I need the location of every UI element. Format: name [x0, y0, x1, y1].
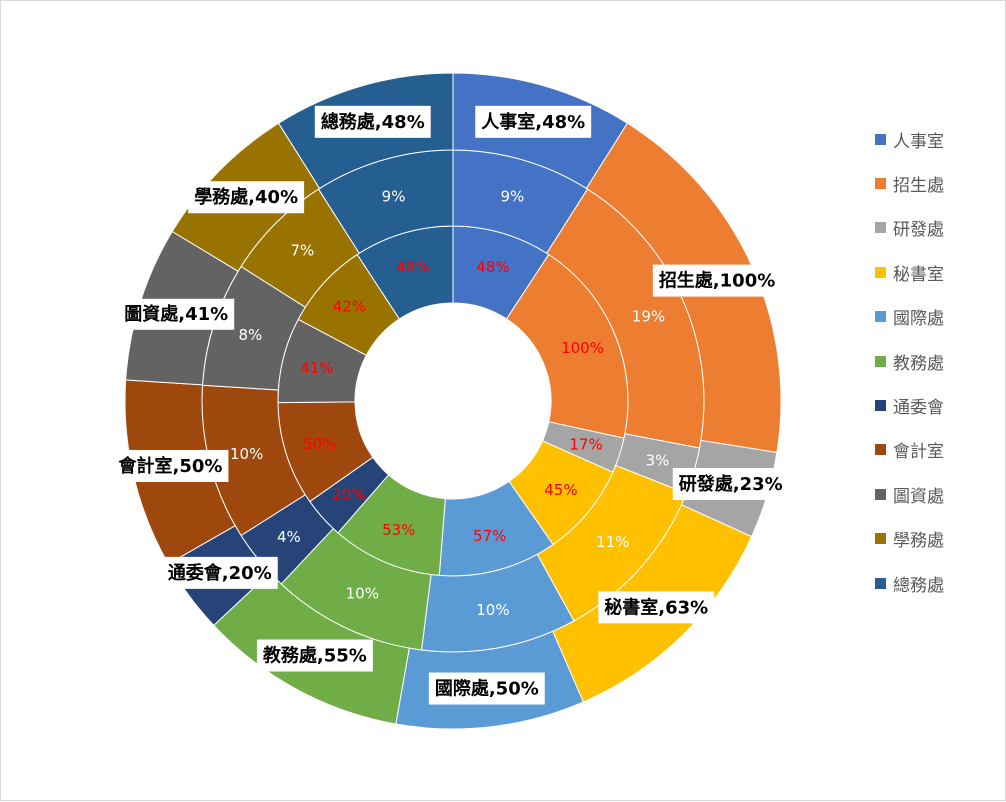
- outer-label-text-7: 會計室,50%: [119, 455, 223, 477]
- outer-label-9: 學務處,40%: [188, 181, 305, 214]
- legend-swatch-6: [875, 400, 886, 412]
- outer-label-box-5: [256, 639, 373, 672]
- outer-label-text-6: 通委會,20%: [168, 562, 272, 584]
- outer-label-box-3: [598, 591, 715, 624]
- outer-label-box-7: [112, 449, 229, 482]
- legend-label-0: 人事室: [893, 131, 944, 152]
- outer-label-text-5: 教務處,55%: [263, 645, 367, 667]
- legend-swatch-9: [875, 533, 886, 545]
- outer-label-7: 會計室,50%: [112, 449, 229, 482]
- outer-label-box-6: [161, 556, 278, 589]
- data-labels: 48% 100% 17% 45% 57% 53% 20% 50% 41% 42% 48% 9% 19% 3…: [112, 105, 789, 705]
- middle-label-7: 10%: [230, 445, 263, 463]
- outer-label-text-10: 總務處,48%: [321, 111, 425, 133]
- outer-label-text-0: 人事室,48%: [481, 111, 585, 133]
- legend-swatch-4: [875, 311, 886, 323]
- middle-label-5: 10%: [346, 585, 379, 603]
- slices: [124, 72, 782, 730]
- inner-label-4: 57%: [473, 527, 506, 545]
- inner-label-0: 48%: [476, 258, 509, 276]
- legend-item-6: 通委會: [875, 383, 995, 427]
- legend-swatch-10: [875, 577, 886, 589]
- legend-label-5: 教務處: [893, 353, 944, 374]
- outer-label-box-9: [188, 181, 305, 214]
- legend-item-3: 秘書室: [875, 250, 995, 294]
- legend-swatch-3: [875, 266, 886, 278]
- outer-label-8: 圖資處,41%: [118, 298, 235, 330]
- middle-label-3: 11%: [596, 533, 629, 551]
- outer-label-box-4: [428, 672, 545, 705]
- legend-item-7: 會計室: [875, 428, 995, 472]
- middle-label-0: 9%: [501, 187, 525, 205]
- legend-item-8: 圖資處: [875, 472, 995, 516]
- middle-label-8: 8%: [239, 326, 263, 344]
- inner-label-6: 20%: [332, 486, 365, 504]
- outer-label-6: 通委會,20%: [161, 556, 278, 589]
- outer-label-2: 研發處,23%: [672, 467, 789, 500]
- legend: 人事室招生處研發處秘書室國際處教務處通委會會計室圖資處學務處總務處: [875, 117, 995, 605]
- outer-label-box-10: [314, 105, 431, 138]
- outer-label-box-8: [118, 298, 235, 330]
- legend-label-1: 招生處: [893, 176, 944, 197]
- inner-label-3: 45%: [544, 481, 577, 499]
- legend-swatch-1: [875, 178, 886, 190]
- outer-label-3: 秘書室,63%: [598, 591, 715, 624]
- inner-label-2: 17%: [569, 436, 602, 454]
- middle-label-10: 9%: [382, 187, 406, 205]
- legend-item-0: 人事室: [875, 117, 995, 161]
- legend-label-6: 通委會: [893, 398, 944, 419]
- middle-label-4: 10%: [476, 601, 509, 619]
- inner-label-8: 41%: [300, 359, 333, 377]
- legend-label-3: 秘書室: [893, 264, 944, 285]
- middle-label-1: 19%: [632, 307, 665, 325]
- outer-label-1: 招生處,100%: [652, 264, 782, 297]
- outer-label-text-4: 國際處,50%: [435, 678, 539, 700]
- outer-label-10: 總務處,48%: [314, 105, 431, 138]
- legend-label-9: 學務處: [893, 531, 944, 552]
- outer-label-5: 教務處,55%: [256, 639, 373, 672]
- legend-label-2: 研發處: [893, 220, 944, 241]
- legend-swatch-7: [875, 444, 886, 456]
- outer-label-0: 人事室,48%: [475, 105, 592, 138]
- outer-label-text-8: 圖資處,41%: [124, 304, 228, 325]
- legend-item-1: 招生處: [875, 161, 995, 205]
- outer-label-box-0: [475, 105, 592, 138]
- legend-label-4: 國際處: [893, 309, 944, 330]
- legend-swatch-0: [875, 133, 886, 145]
- inner-label-5: 53%: [382, 521, 415, 539]
- outer-label-box-1: [652, 264, 782, 297]
- legend-label-8: 圖資處: [893, 486, 944, 507]
- legend-item-2: 研發處: [875, 206, 995, 250]
- outer-label-text-1: 招生處,100%: [659, 270, 775, 292]
- middle-label-6: 4%: [277, 528, 301, 546]
- middle-label-9: 7%: [290, 241, 314, 259]
- outer-label-text-9: 學務處,40%: [194, 186, 298, 208]
- outer-label-box-2: [672, 467, 789, 500]
- legend-label-10: 總務處: [893, 575, 944, 596]
- inner-label-9: 42%: [333, 298, 366, 316]
- legend-swatch-5: [875, 355, 886, 367]
- legend-item-5: 教務處: [875, 339, 995, 383]
- legend-item-10: 總務處: [875, 561, 995, 605]
- legend-swatch-2: [875, 222, 886, 234]
- legend-item-9: 學務處: [875, 517, 995, 561]
- legend-label-7: 會計室: [893, 442, 944, 463]
- legend-swatch-8: [875, 488, 886, 500]
- outer-label-4: 國際處,50%: [428, 672, 545, 705]
- outer-label-text-3: 秘書室,63%: [604, 596, 708, 618]
- inner-label-1: 100%: [561, 339, 604, 357]
- legend-item-4: 國際處: [875, 295, 995, 339]
- inner-label-10: 48%: [396, 258, 429, 276]
- middle-label-2: 3%: [646, 451, 670, 469]
- inner-label-7: 50%: [303, 435, 336, 453]
- outer-label-text-2: 研發處,23%: [679, 473, 783, 495]
